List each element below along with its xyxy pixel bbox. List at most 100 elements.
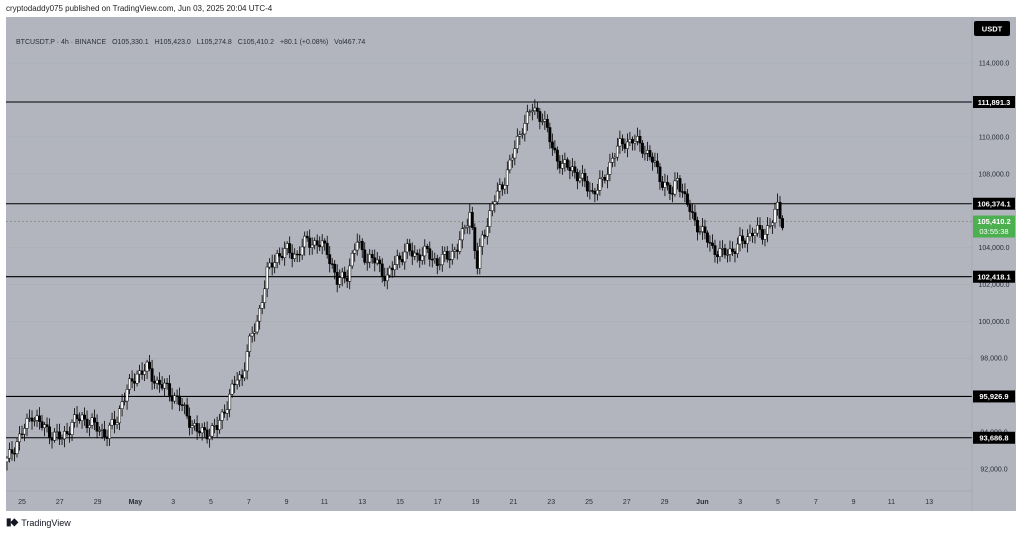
x-tick-label: 17 [434, 499, 442, 506]
candle [375, 251, 379, 266]
price-chart[interactable]: 92,000.094,000.098,000.0100,000.0102,000… [6, 17, 1016, 511]
candle-body [390, 267, 394, 271]
candle [781, 215, 784, 231]
candle-body [25, 418, 29, 429]
candle-body [565, 159, 569, 168]
currency-badge[interactable]: USDT [974, 21, 1010, 36]
candle-body [55, 431, 59, 433]
candle [478, 238, 482, 275]
candle-body [355, 241, 359, 251]
candle [460, 221, 464, 249]
candle-body [708, 242, 712, 244]
candle [443, 246, 447, 263]
candle [565, 157, 569, 171]
candle [290, 244, 294, 268]
candle-body [93, 417, 97, 423]
candle-body [40, 421, 44, 429]
candle-body [123, 400, 127, 403]
candle [718, 240, 722, 262]
candle-body [273, 262, 277, 268]
candle [563, 152, 567, 172]
candle-body [728, 248, 732, 255]
candle-body [228, 393, 232, 410]
candle-body [133, 381, 137, 384]
candle-body [213, 425, 217, 427]
candle [535, 101, 539, 119]
candle-body [753, 232, 757, 236]
candle [523, 114, 527, 142]
candle-body [348, 265, 352, 282]
candle [328, 246, 332, 273]
candle [595, 183, 599, 201]
candle [726, 249, 729, 263]
candle [500, 181, 504, 196]
candle-body [195, 423, 199, 432]
candle [433, 252, 437, 264]
candle [741, 229, 744, 249]
candle [510, 153, 514, 168]
candle-body [275, 253, 279, 263]
level-label-bg [973, 390, 1015, 403]
candle-body [380, 263, 384, 277]
candle-body [495, 190, 499, 203]
candle-body [163, 382, 167, 389]
candle-body [490, 203, 494, 212]
candle-body [233, 383, 237, 386]
candle-body [365, 261, 369, 264]
candle [168, 375, 172, 402]
candle-body [600, 176, 604, 180]
candle-body [265, 266, 269, 290]
candle-body [743, 240, 747, 244]
candle-body [258, 308, 262, 322]
candle [45, 417, 49, 433]
candle-body [528, 111, 532, 113]
candle-body [450, 251, 454, 260]
candle-body [748, 232, 752, 237]
candle-body [260, 302, 264, 309]
candle-body [110, 419, 114, 426]
legend-change: +80.1 (+0.08%) [279, 39, 329, 46]
candle-body [398, 255, 402, 260]
candle-body [623, 143, 627, 149]
candle-body [711, 242, 714, 246]
candle-body [443, 250, 447, 255]
candle [670, 186, 674, 203]
candle [205, 421, 209, 444]
candle-body [560, 163, 564, 169]
candle-body [665, 182, 669, 186]
candle [485, 218, 489, 245]
candle [75, 405, 79, 428]
candle [605, 167, 609, 189]
tradingview-footer[interactable]: ▮◆ TradingView [6, 517, 71, 528]
candle-body [706, 232, 709, 243]
candle-body [73, 414, 76, 423]
candle [445, 246, 449, 263]
y-tick-label: 98,000.0 [980, 356, 1007, 363]
candle [420, 247, 424, 265]
chart-frame[interactable]: 92,000.094,000.098,000.0100,000.0102,000… [6, 17, 1016, 511]
candle [163, 378, 167, 397]
candle-body [500, 184, 504, 190]
candle [398, 252, 402, 269]
candle-body [568, 167, 572, 171]
candle [553, 140, 557, 154]
current-price-countdown: 03:55:38 [979, 227, 1008, 236]
candle [48, 418, 51, 445]
candle-body [685, 193, 689, 205]
candle [585, 175, 589, 197]
candle [645, 141, 649, 161]
candle [348, 258, 352, 290]
candle [435, 254, 439, 275]
level-labels: 111,891.3 106,374.1 102,418.1 95,926.9 93,68… [973, 96, 1015, 444]
level-label-text: 93,686.8 [979, 434, 1008, 443]
candle [578, 170, 582, 184]
candle-body [400, 259, 404, 263]
candle-body [653, 160, 657, 163]
candle-body [650, 156, 654, 163]
candle [43, 422, 46, 437]
candle-body [773, 208, 777, 224]
candle-body [128, 378, 132, 390]
candle [273, 254, 277, 274]
candle [368, 249, 372, 269]
candle [505, 161, 509, 194]
